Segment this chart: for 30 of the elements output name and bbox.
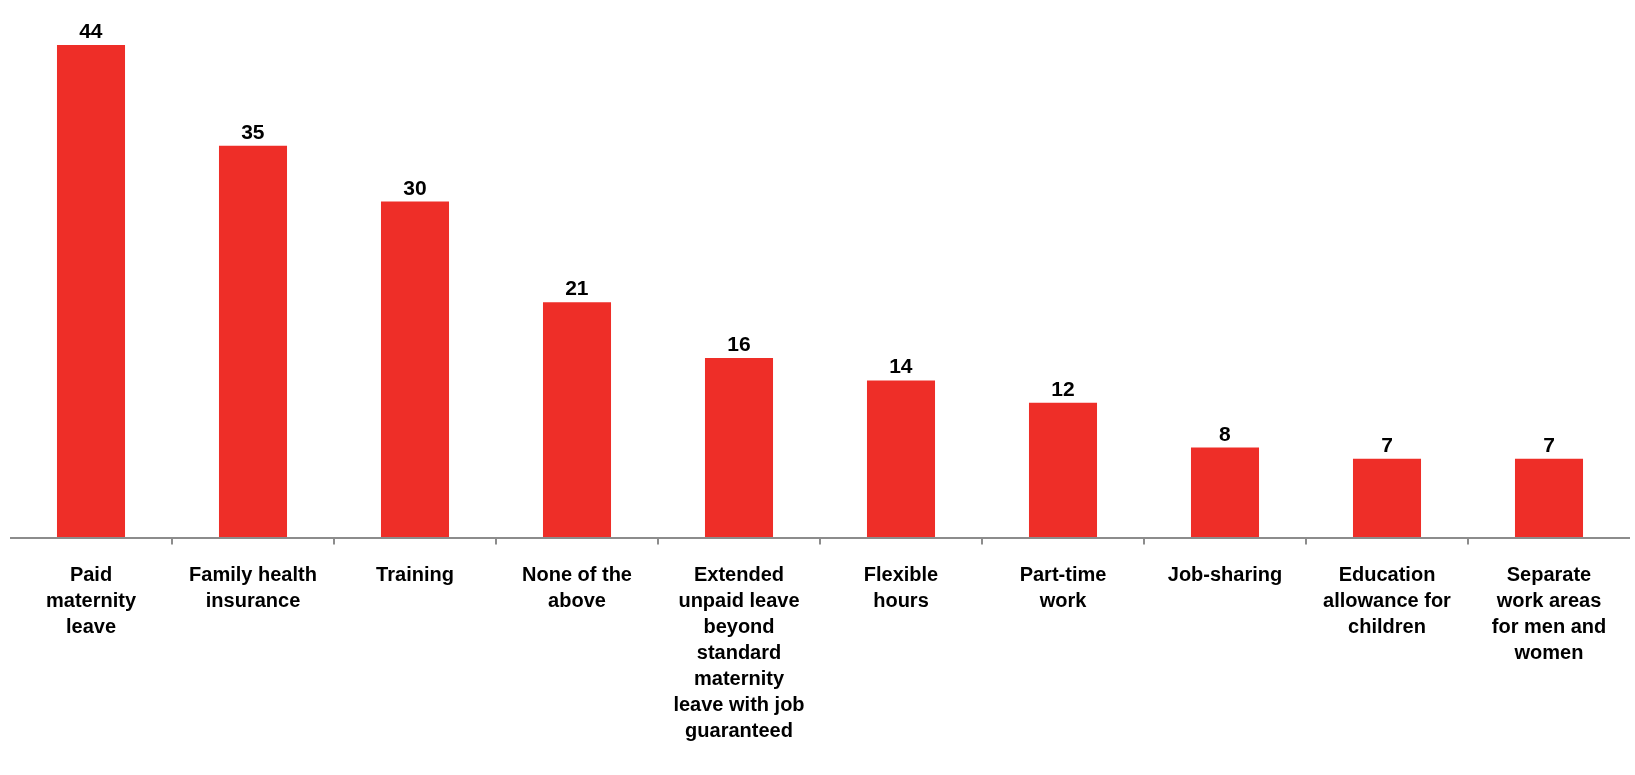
- x-tick-label: Part-time work: [1019, 563, 1107, 611]
- bar: [56, 45, 126, 537]
- bar: [866, 380, 936, 537]
- bar: [1352, 458, 1422, 537]
- data-label: 30: [403, 175, 427, 199]
- x-tick-label: Flexible hours: [863, 563, 939, 611]
- x-tick-label: Training: [376, 563, 454, 585]
- x-tick-label: Job-sharing: [1167, 563, 1283, 585]
- bar: [542, 302, 612, 537]
- data-label: 44: [79, 19, 103, 42]
- bar: [704, 358, 774, 537]
- bar: [1190, 447, 1260, 537]
- data-label: 7: [1543, 432, 1555, 456]
- x-tick-label: Paid maternity leave: [45, 563, 137, 637]
- data-label: 21: [565, 276, 589, 300]
- data-label: 35: [241, 119, 265, 143]
- bar: [380, 201, 450, 537]
- bar: [218, 145, 288, 537]
- x-tick-label: None of the above: [522, 563, 632, 611]
- bar: [1028, 402, 1098, 537]
- data-label: 16: [727, 332, 751, 356]
- data-label: 12: [1051, 376, 1075, 400]
- x-tick-label: Education allowance for children: [1323, 563, 1452, 637]
- x-tick-label: Separate work areas for men and women: [1491, 563, 1607, 663]
- x-tick-label: Extended unpaid leave beyond standard maternity leave with job guaranteed: [673, 563, 805, 741]
- x-tick-label: Family health insurance: [189, 563, 317, 611]
- data-label: 7: [1381, 432, 1393, 456]
- data-label: 14: [889, 354, 913, 378]
- data-label: 8: [1219, 421, 1231, 445]
- bar: [1514, 458, 1584, 537]
